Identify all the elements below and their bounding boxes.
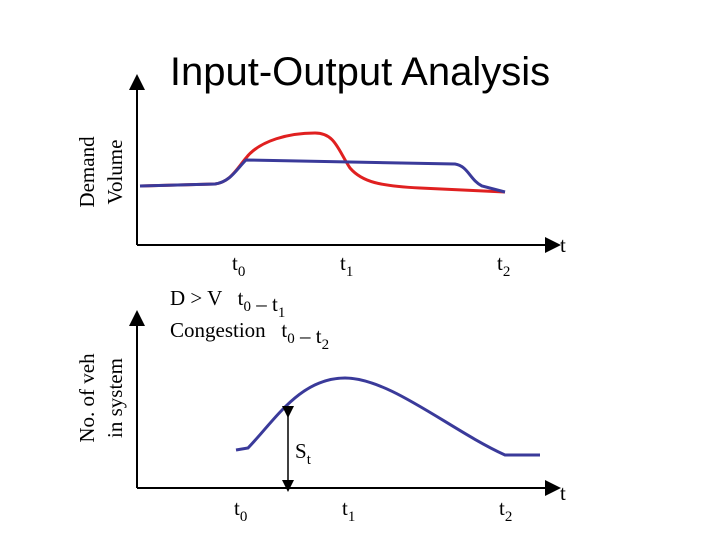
label-text: – t: [251, 292, 278, 316]
label: t2: [497, 251, 510, 280]
label: St: [295, 439, 312, 468]
label-sub: 1: [348, 509, 356, 525]
label-sub: 1: [278, 305, 286, 321]
label-text: S: [295, 439, 307, 463]
label-text: Congestion t: [170, 318, 287, 342]
axis-end-label: t: [560, 481, 566, 505]
label-sub: 0: [287, 331, 295, 347]
label-sub: 0: [244, 299, 252, 315]
label: t0: [232, 251, 245, 280]
y-axis-label: in system: [103, 358, 127, 438]
volume-curve: [139, 158, 506, 194]
axis-end-label: t: [560, 233, 566, 257]
label: t0: [234, 496, 247, 525]
label-text: t: [234, 496, 240, 520]
label-sub: 1: [346, 264, 354, 280]
label-sub: 0: [238, 264, 246, 280]
label: t1: [342, 496, 355, 525]
label-text: t: [340, 251, 346, 275]
label: D > V t0 – t1: [170, 286, 285, 321]
label-sub: 2: [322, 337, 330, 353]
label-text: D > V t: [170, 286, 244, 310]
label-text: t: [497, 251, 503, 275]
label-text: t: [342, 496, 348, 520]
label-text: t: [499, 496, 505, 520]
y-axis-label: Demand: [75, 136, 99, 208]
system-curve: [235, 376, 540, 457]
y-axis-label: No. of veh: [75, 353, 99, 443]
label: t2: [499, 496, 512, 525]
y-axis-label: Volume: [103, 140, 127, 205]
title: Input-Output Analysis: [170, 50, 550, 94]
label-sub: 2: [505, 509, 513, 525]
label: Congestion t0 – t2: [170, 318, 329, 353]
label-sub: 2: [503, 264, 511, 280]
label-text: t: [232, 251, 238, 275]
label-text: – t: [295, 324, 322, 348]
label: t1: [340, 251, 353, 280]
label-sub: 0: [240, 509, 248, 525]
label-sub: t: [307, 452, 312, 468]
